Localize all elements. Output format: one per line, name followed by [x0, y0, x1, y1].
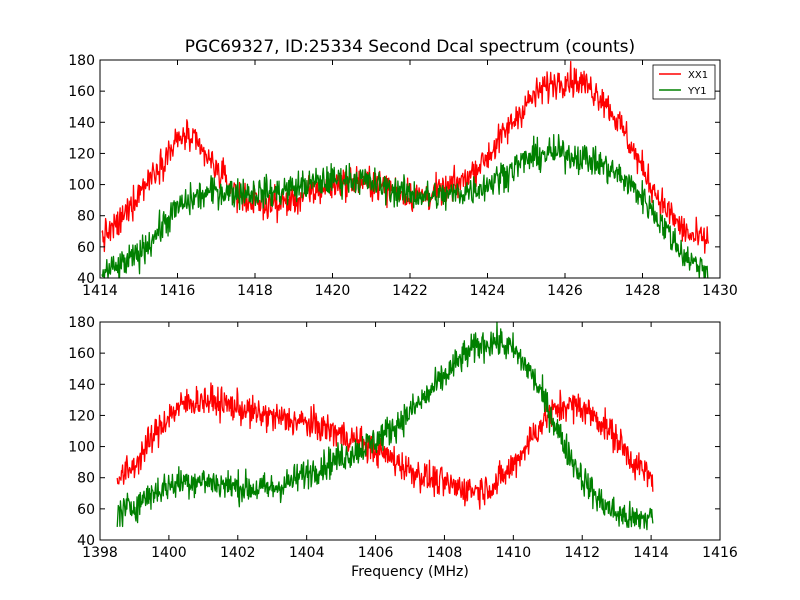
bottom-y-tick-label: 60: [77, 502, 95, 518]
top-x-tick-label: 1430: [702, 283, 738, 299]
top-y-tick-label: 40: [77, 271, 95, 287]
bottom-x-tick-label: 1410: [496, 545, 532, 561]
top-x-tick-label: 1424: [470, 283, 506, 299]
bottom-x-tick-label: 1406: [358, 545, 394, 561]
bottom-series-yy1-line: [116, 321, 654, 531]
top-y-tick-label: 80: [77, 209, 95, 225]
top-x-tick-label: 1422: [392, 283, 428, 299]
legend-label-xx1: XX1: [688, 70, 708, 81]
bottom-ticks-layer: 1398 1400 1402 1404 1406 1408 1410 1412 1414 1416…: [68, 315, 738, 561]
bottom-x-tick-label: 1408: [427, 545, 463, 561]
top-x-tick-label: 1416: [160, 283, 196, 299]
top-x-tick-label: 1418: [237, 283, 273, 299]
top-y-tick-label: 160: [68, 84, 95, 100]
bottom-spectrum-panel: 1398 1400 1402 1404 1406 1408 1410 1412 1414 1416…: [68, 315, 738, 580]
bottom-y-tick-label: 40: [77, 533, 95, 549]
bottom-y-tick-label: 120: [68, 408, 95, 424]
top-y-tick-label: 180: [68, 53, 95, 69]
bottom-series-layer: [116, 321, 654, 531]
bottom-y-tick-label: 180: [68, 315, 95, 331]
top-x-tick-label: 1426: [547, 283, 583, 299]
bottom-x-tick-label: 1402: [220, 545, 256, 561]
top-y-tick-label: 120: [68, 146, 95, 162]
legend-label-yy1: YY1: [687, 86, 707, 97]
bottom-x-tick-label: 1400: [151, 545, 187, 561]
bottom-plot-frame: [99, 321, 721, 541]
top-ticks-layer: 1414 1416 1418 1420 1422 1424 1426 1428 1430 40 60…: [68, 53, 738, 299]
top-y-tick-label: 60: [77, 240, 95, 256]
top-x-tick-label: 1414: [82, 283, 118, 299]
top-series-layer: [101, 60, 710, 279]
bottom-y-tick-label: 100: [68, 440, 95, 456]
top-x-tick-label: 1428: [625, 283, 661, 299]
legend: XX1 YY1: [652, 64, 716, 100]
top-y-tick-label: 100: [68, 178, 95, 194]
x-axis-label: Frequency (MHz): [351, 564, 469, 580]
bottom-x-tick-label: 1398: [82, 545, 118, 561]
bottom-x-tick-label: 1414: [633, 545, 669, 561]
top-series-xx1-line: [101, 60, 710, 254]
chart-title: PGC69327, ID:25334 Second Dcal spectrum …: [185, 37, 635, 57]
top-x-tick-label: 1420: [315, 283, 351, 299]
bottom-x-tick-label: 1416: [702, 545, 738, 561]
bottom-series-xx1-line: [116, 382, 654, 510]
top-series-yy1-line: [101, 134, 709, 279]
legend-box: [652, 64, 716, 100]
bottom-y-tick-label: 80: [77, 471, 95, 487]
top-y-tick-label: 140: [68, 115, 95, 131]
bottom-y-tick-label: 160: [68, 346, 95, 362]
bottom-x-tick-label: 1404: [289, 545, 325, 561]
bottom-y-tick-label: 140: [68, 377, 95, 393]
bottom-x-tick-label: 1412: [564, 545, 600, 561]
top-spectrum-panel: PGC69327, ID:25334 Second Dcal spectrum …: [68, 37, 738, 299]
